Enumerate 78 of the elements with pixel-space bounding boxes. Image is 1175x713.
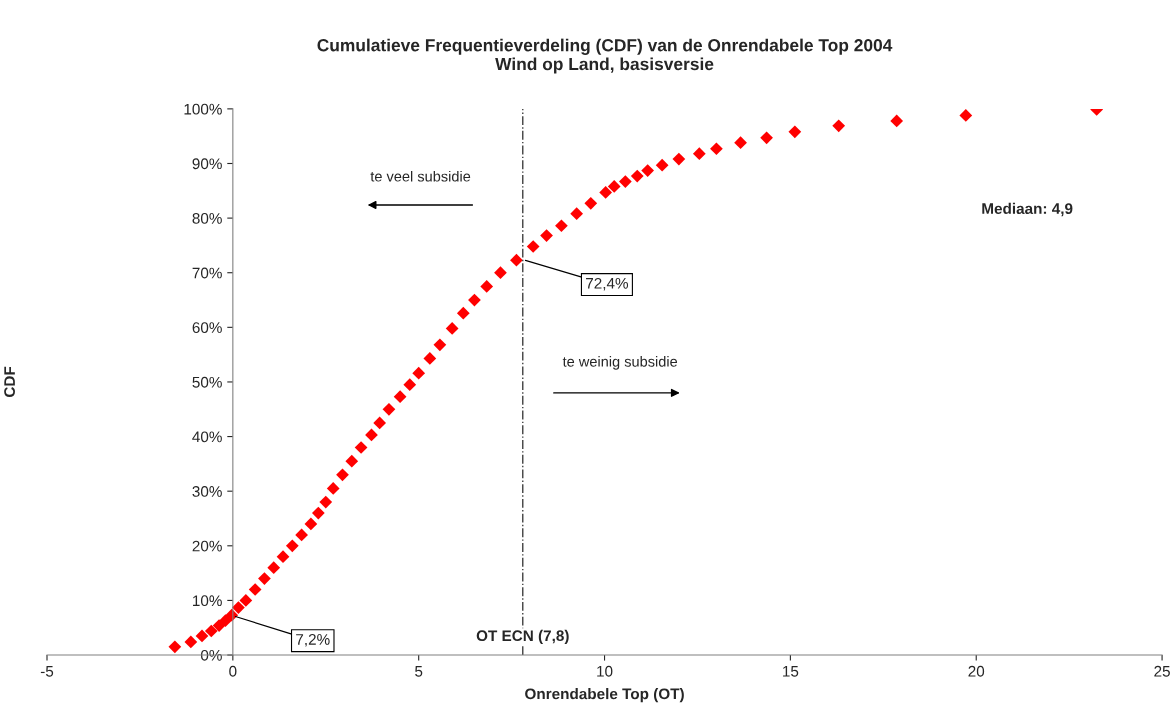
x-tick-label: 10 (597, 665, 613, 677)
point (393, 390, 407, 404)
annotation: Mediaan: 4,9 (982, 202, 1073, 217)
point (319, 495, 333, 509)
point (412, 366, 426, 380)
point (618, 175, 632, 188)
point (373, 416, 387, 430)
y-tick-label: 40% (192, 431, 222, 443)
y-tick-label: 0% (200, 649, 222, 661)
point (692, 147, 706, 161)
point (734, 136, 747, 150)
point (219, 614, 232, 627)
point (445, 322, 459, 335)
point (204, 624, 218, 638)
point (890, 114, 904, 128)
point (510, 253, 523, 267)
point (295, 528, 308, 542)
point (267, 561, 281, 575)
annotation: te weinig subsidie (562, 356, 678, 370)
point (382, 402, 396, 416)
point (607, 180, 621, 193)
annotation: te veel subsidie (370, 170, 471, 182)
ref-line-label: OT ECN (7,8) (476, 629, 569, 645)
x-tick-label: 20 (968, 665, 985, 677)
y-tick-label: 80% (192, 212, 222, 224)
point (239, 594, 253, 607)
x-axis-title: Onrendabele Top (OT) (525, 688, 684, 703)
y-tick-label: 60% (192, 322, 222, 334)
point (232, 601, 245, 614)
chart-title: Cumulatieve Frequentieverdeling (CDF) van de Onrendabele Top 2004 Wind op Land, basisversie (317, 38, 893, 74)
annotation: 7,2% (296, 633, 330, 647)
point (526, 240, 540, 253)
point (641, 164, 655, 177)
annotation: 72,4% (586, 277, 629, 291)
point (480, 280, 494, 293)
point (672, 152, 686, 166)
point (195, 629, 209, 643)
point (655, 158, 669, 172)
point (403, 378, 417, 392)
y-tick-label: 50% (192, 376, 222, 388)
y-tick-label: 30% (192, 486, 222, 497)
point (540, 229, 553, 242)
point (168, 640, 182, 654)
x-tick-label: -5 (40, 666, 54, 677)
point (555, 219, 568, 233)
point (433, 338, 447, 352)
point (456, 306, 470, 320)
point (304, 517, 318, 531)
point (599, 186, 613, 199)
x-tick-label: 15 (783, 666, 799, 677)
point (570, 207, 584, 221)
point (248, 583, 262, 596)
point (959, 109, 973, 122)
point (345, 454, 359, 468)
y-tick-label: 20% (192, 540, 222, 552)
point (630, 169, 644, 183)
y-tick-label: 70% (192, 267, 222, 279)
x-tick-label: 0 (229, 665, 237, 677)
x-tick-label: 25 (1154, 665, 1170, 677)
point (760, 131, 773, 145)
y-tick-label: 90% (192, 158, 222, 170)
point (423, 352, 437, 365)
point (258, 572, 271, 585)
point (584, 197, 598, 210)
y-axis-title: CDF (4, 366, 15, 398)
point (788, 125, 802, 139)
point (311, 506, 325, 520)
x-tick-label: 5 (415, 666, 423, 677)
point (184, 635, 198, 649)
point (276, 550, 290, 564)
y-tick-label: 100% (184, 103, 222, 115)
point (326, 482, 340, 495)
point (494, 266, 507, 280)
point (832, 119, 846, 133)
point (285, 539, 299, 553)
point (710, 142, 723, 156)
y-tick-label: 10% (193, 595, 222, 607)
point (336, 468, 349, 482)
